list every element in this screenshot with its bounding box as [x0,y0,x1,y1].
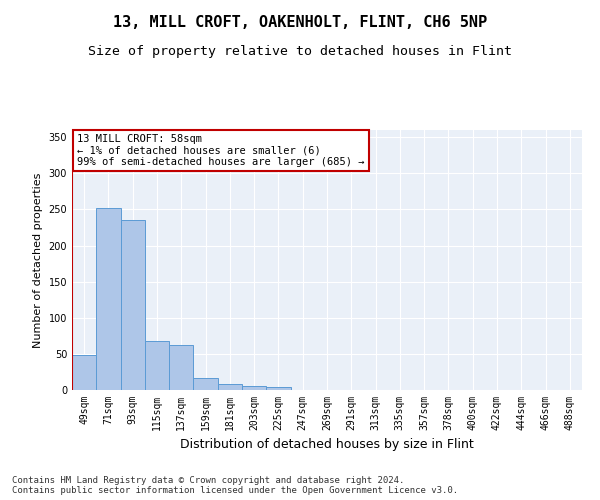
Bar [218,384,242,390]
Bar [72,356,96,390]
Bar [96,208,121,390]
Y-axis label: Number of detached properties: Number of detached properties [33,172,43,348]
Text: Size of property relative to detached houses in Flint: Size of property relative to detached ho… [88,45,512,58]
Text: 13, MILL CROFT, OAKENHOLT, FLINT, CH6 5NP: 13, MILL CROFT, OAKENHOLT, FLINT, CH6 5N… [113,15,487,30]
Text: Contains HM Land Registry data © Crown copyright and database right 2024.
Contai: Contains HM Land Registry data © Crown c… [12,476,458,495]
Bar [169,344,193,390]
Text: 13 MILL CROFT: 58sqm
← 1% of detached houses are smaller (6)
99% of semi-detache: 13 MILL CROFT: 58sqm ← 1% of detached ho… [77,134,365,167]
Bar [193,378,218,390]
X-axis label: Distribution of detached houses by size in Flint: Distribution of detached houses by size … [180,438,474,452]
Bar [145,341,169,390]
Bar [121,220,145,390]
Bar [266,387,290,390]
Bar [242,386,266,390]
